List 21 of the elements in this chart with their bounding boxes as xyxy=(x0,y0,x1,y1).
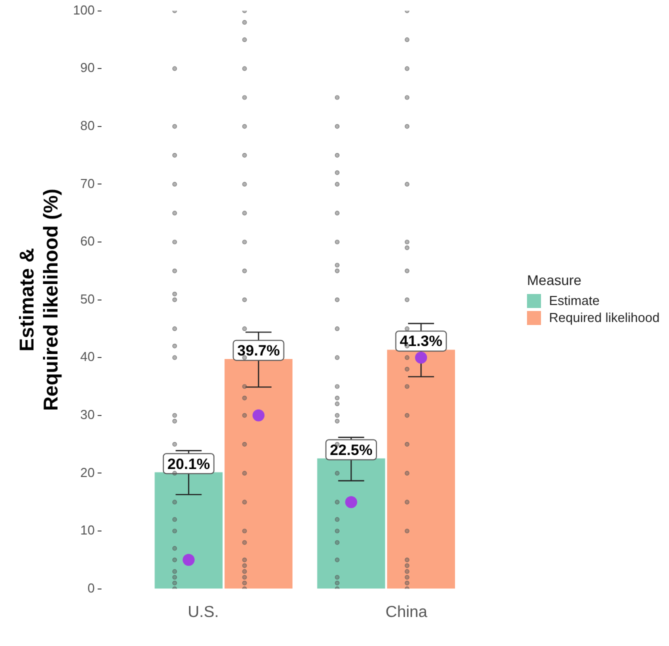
x-tick-label: U.S. xyxy=(188,604,219,621)
y-tick-label: 100 xyxy=(72,2,95,18)
y-tick-label: 10 xyxy=(80,522,95,538)
y-tick-label: 80 xyxy=(80,118,95,133)
legend-title: Measure xyxy=(527,272,582,288)
data-label: 20.1% xyxy=(167,456,210,473)
y-tick-label: 40 xyxy=(80,349,95,364)
y-tick-label: 30 xyxy=(80,406,95,422)
y-tick-label: 50 xyxy=(80,291,95,306)
y-axis-title: Estimate & Required likelihood (%) xyxy=(16,188,63,411)
y-tick-label: 90 xyxy=(80,60,95,76)
y-tick-label: 20 xyxy=(80,464,95,480)
data-label: 39.7% xyxy=(237,342,280,360)
legend-label: Estimate xyxy=(549,293,600,308)
y-tick-label: 0 xyxy=(87,580,95,596)
y-tick-label: 70 xyxy=(80,176,95,191)
x-tick-label: China xyxy=(386,604,428,621)
data-label: 22.5% xyxy=(330,442,372,459)
data-label: 41.3% xyxy=(400,333,442,350)
y-tick-label: 60 xyxy=(80,234,95,249)
legend-label: Required likelihood xyxy=(549,310,660,325)
